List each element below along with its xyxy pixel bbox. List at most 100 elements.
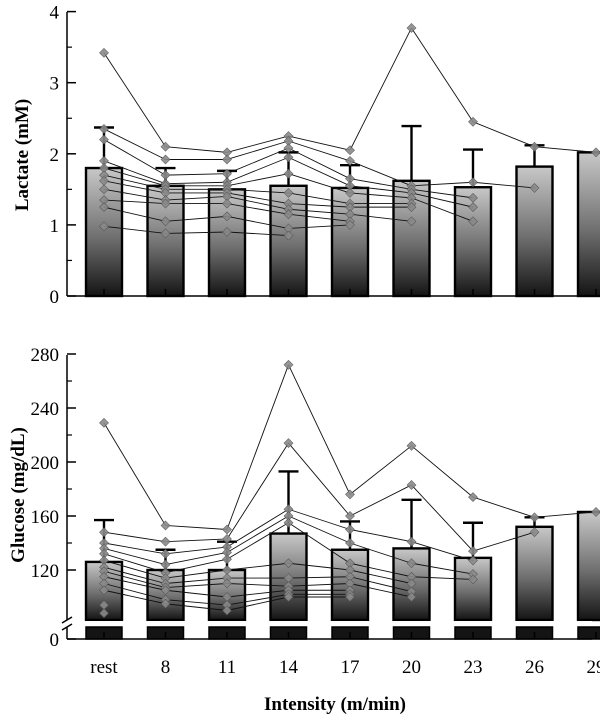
lactate-point xyxy=(345,187,355,198)
lactate-y-tick-label: 2 xyxy=(50,145,60,166)
lactate-subject-line xyxy=(165,215,228,222)
lactate-subject-line xyxy=(472,121,535,148)
glucose-y-tick-label: 240 xyxy=(31,399,60,420)
lactate-point xyxy=(283,152,294,163)
glucose-point xyxy=(345,489,355,500)
lactate-subject-line xyxy=(226,135,289,153)
lactate-subject-line xyxy=(103,174,166,190)
glucose-point xyxy=(283,592,294,602)
glucose-subject-line xyxy=(226,508,289,548)
lactate-subject-line xyxy=(226,203,289,215)
lactate-subject-line xyxy=(226,156,289,183)
lactate-point xyxy=(222,227,232,237)
glucose-subject-line xyxy=(288,515,351,544)
glucose-point xyxy=(222,605,232,616)
lactate-subject-line xyxy=(165,196,228,201)
lactate-point xyxy=(283,209,294,220)
x-tick-label-8: 8 xyxy=(161,657,171,678)
glucose-subject-line xyxy=(349,445,412,495)
glucose-subject-line xyxy=(165,603,228,611)
lactate-point xyxy=(406,23,417,33)
lactate-point xyxy=(283,168,294,179)
x-axis-label: Intensity (m/min) xyxy=(264,694,406,715)
lactate-point xyxy=(529,141,540,152)
glucose-subject-line xyxy=(103,553,166,574)
lactate-subject-line xyxy=(288,135,351,151)
glucose-point xyxy=(468,574,478,585)
glucose-subject-line xyxy=(349,484,412,517)
glucose-point xyxy=(283,558,294,569)
glucose-subject-line xyxy=(226,442,289,540)
glucose-subject-line xyxy=(226,515,289,553)
lactate-y-tick-label: 0 xyxy=(50,287,60,308)
glucose-subject-line xyxy=(103,576,166,591)
lactate-subject-line xyxy=(165,173,228,176)
glucose-subject-line xyxy=(226,364,289,530)
lactate-point xyxy=(591,147,600,158)
glucose-point xyxy=(529,512,540,523)
glucose-point xyxy=(406,480,417,490)
lactate-point xyxy=(222,211,232,222)
lactate-subject-line xyxy=(411,181,474,187)
lactate-subject-line xyxy=(226,231,289,237)
lactate-subject-line xyxy=(349,213,412,222)
glucose-point xyxy=(222,524,232,535)
glucose-point xyxy=(160,598,171,609)
lactate-y-tick-label: 4 xyxy=(50,3,60,24)
lactate-point xyxy=(345,219,355,230)
glucose-y-axis-label: Glucose (mg/dL) xyxy=(8,427,29,563)
x-tick-label-11: 11 xyxy=(218,657,236,678)
lactate-point xyxy=(160,154,171,165)
glucose-point xyxy=(283,359,294,370)
glucose-subject-line xyxy=(165,577,228,584)
lactate-point xyxy=(160,216,171,227)
glucose-point xyxy=(99,527,109,538)
lactate-subject-line xyxy=(103,167,166,187)
glucose-subject-line xyxy=(103,583,166,601)
glucose-subject-line xyxy=(411,445,474,498)
lactate-subject-line xyxy=(226,192,289,205)
glucose-point xyxy=(160,585,171,596)
lactate-subject-line xyxy=(226,188,289,194)
glucose-subject-line xyxy=(165,538,228,543)
glucose-subject-line xyxy=(165,589,228,598)
glucose-subject-line xyxy=(103,531,166,543)
lactate-point xyxy=(99,184,109,195)
lactate-point xyxy=(468,116,478,127)
lactate-subject-line xyxy=(103,128,166,160)
glucose-subject-line xyxy=(165,569,228,579)
glucose-y-tick-label: 0 xyxy=(50,630,60,651)
x-tick-label-29: 29 xyxy=(587,657,600,678)
lactate-point xyxy=(406,202,417,213)
glucose-point xyxy=(160,548,171,559)
lactate-subject-line xyxy=(534,146,597,153)
glucose-point xyxy=(160,536,171,547)
lactate-subject-line xyxy=(349,178,412,190)
lactate-subject-line xyxy=(288,224,351,229)
glucose-subject-line xyxy=(288,442,351,517)
glucose-subject-line xyxy=(103,566,166,584)
lactate-subject-line xyxy=(288,140,351,162)
glucose-point xyxy=(345,538,355,548)
glucose-subject-line xyxy=(165,546,228,555)
lactate-subject-line xyxy=(411,188,474,199)
glucose-subject-line xyxy=(103,560,166,579)
lactate-subject-line xyxy=(349,27,412,151)
glucose-subject-line xyxy=(534,511,597,518)
glucose-subject-line xyxy=(103,589,166,605)
glucose-point xyxy=(468,492,478,503)
glucose-subject-line xyxy=(411,562,474,575)
lactate-subject-line xyxy=(411,192,474,208)
lactate-point xyxy=(345,155,355,166)
bar-29 xyxy=(576,151,600,298)
axis-break-mark xyxy=(61,616,73,624)
glucose-subject-line xyxy=(349,583,412,598)
lactate-subject-line xyxy=(472,181,535,189)
glucose-point xyxy=(160,559,171,570)
glucose-subject-line xyxy=(349,562,412,578)
glucose-point xyxy=(283,517,294,528)
x-tick-label-14: 14 xyxy=(279,657,299,678)
lactate-point xyxy=(345,145,355,156)
lactate-subject-line xyxy=(165,231,228,234)
